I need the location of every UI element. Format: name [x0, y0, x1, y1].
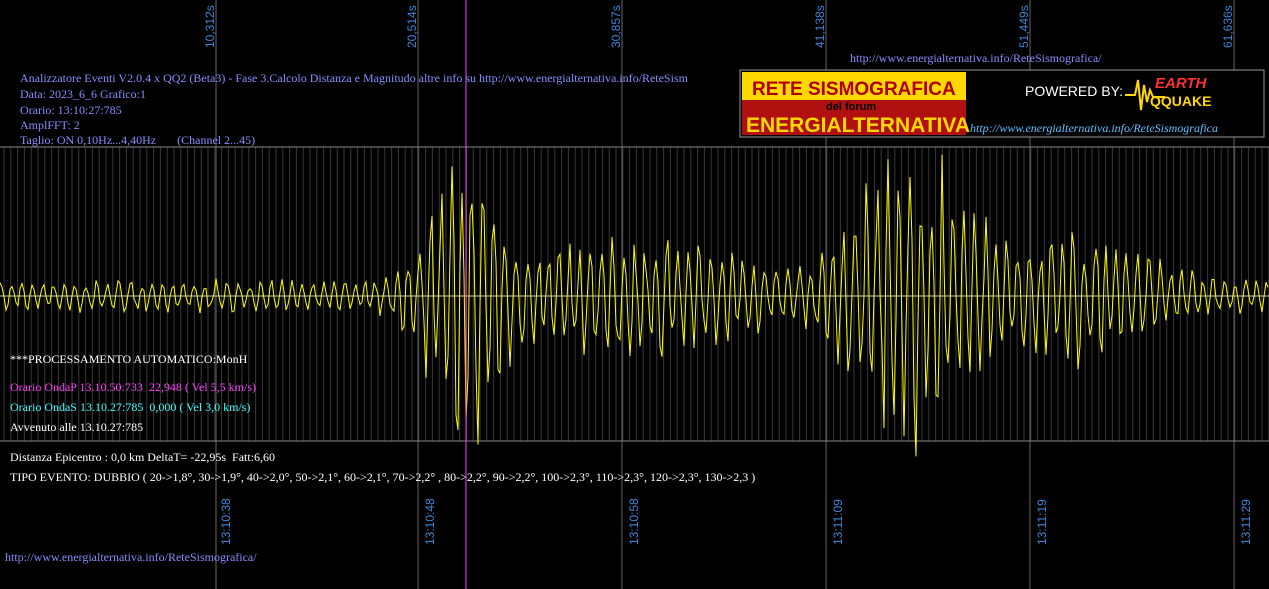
- logo-wave-icon: [1125, 79, 1165, 111]
- logo-name: ENERGIALTERNATIVA: [746, 114, 970, 137]
- top-tick-label: 30,857s: [609, 5, 623, 48]
- bottom-ticks: 13:10:38 13:10:48 13:10:58 13:11:09 13:11:19…: [219, 498, 1253, 545]
- bottom-tick-label: 13:10:58: [627, 498, 641, 545]
- logo-url: http://www.energialternativa.info/ReteSi…: [970, 121, 1218, 135]
- logo-subtitle: del forum: [826, 101, 876, 113]
- info-line: Taglio: ON 0,10Hz...4,40Hz (Channel 2...…: [20, 133, 255, 147]
- bottom-tick-label: 13:11:19: [1035, 499, 1049, 545]
- top-tick-label: 10,312s: [203, 5, 217, 48]
- top-tick-label: 41,138s: [813, 5, 827, 48]
- bottom-tick-label: 13:10:38: [219, 498, 233, 545]
- grid: [3, 0, 1269, 589]
- logo-band: [742, 100, 966, 135]
- top-ticks: 10,312s 20,514s 30,857s 41,138s 51,449s 61,63…: [203, 5, 1235, 48]
- logo-brand: QQUAKE: [1150, 93, 1211, 109]
- processing: ***PROCESSAMENTO AUTOMATICO:MonH: [10, 352, 248, 366]
- top-tick-label: 20,514s: [405, 5, 419, 48]
- top-tick-label: 61,636s: [1221, 5, 1235, 48]
- logo-title: RETE SISMOGRAFICA: [752, 79, 956, 100]
- info-line: Orario: 13:10:27:785: [20, 103, 122, 117]
- info-line: Data: 2023_6_6 Grafico:1: [20, 87, 146, 101]
- info-line: AmplFFT: 2: [20, 118, 80, 132]
- info-line: Analizzatore Eventi V2.0.4 x QQ2 (Beta3)…: [20, 71, 689, 85]
- bottom-tick-label: 13:10:48: [423, 498, 437, 545]
- logo-brand: EARTH: [1155, 75, 1208, 92]
- logo-powered: POWERED BY:: [1025, 83, 1123, 99]
- distanza: Distanza Epicentro : 0,0 km DeltaT= -22,…: [10, 450, 275, 464]
- logo: RETE SISMOGRAFICA del forum ENERGIALTERN…: [739, 69, 1265, 138]
- top-tick-label: 51,449s: [1017, 5, 1031, 48]
- top-url: http://www.energialternativa.info/ReteSi…: [850, 51, 1102, 65]
- avvenuto: Avvenuto alle 13.10.27:785: [10, 420, 143, 434]
- waveform: [0, 154, 1269, 457]
- onda-p: Orario OndaP 13.10.50:733 22,948 ( Vel 5…: [10, 380, 256, 394]
- tipo-evento: TIPO EVENTO: DUBBIO ( 20->1,8°, 30->1,9°…: [10, 470, 755, 484]
- analysis-block: ***PROCESSAMENTO AUTOMATICO:MonH Orario …: [10, 352, 755, 484]
- onda-s: Orario OndaS 13.10.27:785 0,000 ( Vel 3,…: [10, 400, 250, 414]
- bottom-tick-label: 13:11:29: [1239, 499, 1253, 545]
- logo-band: [742, 72, 966, 100]
- info-block: Analizzatore Eventi V2.0.4 x QQ2 (Beta3)…: [20, 71, 689, 147]
- bottom-tick-label: 13:11:09: [831, 499, 845, 545]
- bottom-url: http://www.energialternativa.info/ReteSi…: [5, 550, 257, 564]
